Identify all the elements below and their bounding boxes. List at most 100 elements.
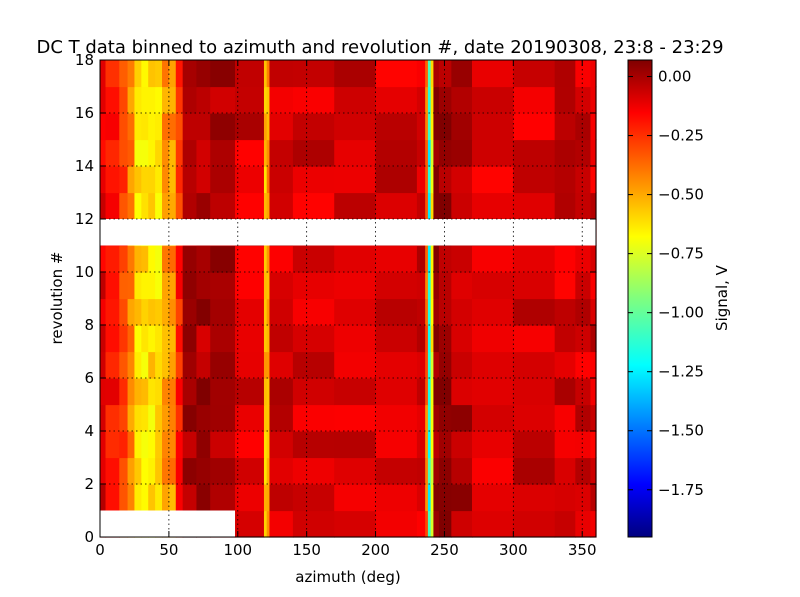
heatmap-cell <box>513 431 556 459</box>
heatmap-cell <box>196 166 211 194</box>
heatmap-cell <box>472 404 514 432</box>
heatmap-cell <box>263 351 268 379</box>
heatmap-cell <box>451 166 473 194</box>
heatmap-cell <box>334 510 377 538</box>
heatmap-cell <box>105 192 120 220</box>
heatmap-cell <box>266 325 271 353</box>
heatmap-cell <box>168 139 177 167</box>
heatmap-cell <box>416 86 426 114</box>
heatmap-cell <box>168 457 177 485</box>
heatmap-cell <box>292 457 335 485</box>
x-tick-label: 0 <box>95 541 105 559</box>
heatmap-cell <box>513 60 556 88</box>
heatmap-cell <box>235 86 265 114</box>
heatmap-cell <box>134 60 142 88</box>
heatmap-cell <box>127 325 136 353</box>
heatmap-cell <box>266 166 271 194</box>
heatmap-cell <box>235 139 265 167</box>
heatmap-cell <box>433 166 440 194</box>
heatmap-cell <box>155 245 163 273</box>
heatmap-cell <box>575 351 592 379</box>
heatmap-cell <box>134 431 142 459</box>
heatmap-cell <box>416 113 426 141</box>
heatmap-cell <box>513 404 556 432</box>
heatmap-cell <box>148 60 156 88</box>
heatmap-cell <box>155 298 163 326</box>
heatmap-cell <box>575 113 592 141</box>
x-tick-label: 100 <box>223 541 252 559</box>
heatmap-cell <box>438 245 452 273</box>
heatmap-cell <box>263 139 268 167</box>
grid-lines <box>99 59 596 538</box>
heatmap-cell <box>425 431 429 459</box>
heatmap-cell <box>196 60 211 88</box>
heatmap-cell <box>168 166 177 194</box>
heatmap-cell <box>100 86 107 114</box>
heatmap-cell <box>269 86 294 114</box>
heatmap-cell <box>425 378 429 406</box>
heatmap-cell <box>575 86 592 114</box>
heatmap-cell <box>266 404 271 432</box>
heatmap-cell <box>472 192 514 220</box>
heatmap-cell <box>269 60 294 88</box>
heatmap-cell <box>430 86 435 114</box>
heatmap-cell <box>148 404 156 432</box>
heatmap-cell <box>292 86 335 114</box>
heatmap-cell <box>334 139 377 167</box>
heatmap-cell <box>451 60 473 88</box>
heatmap-cell <box>269 139 294 167</box>
heatmap-cell <box>105 272 120 300</box>
heatmap-cell <box>127 113 136 141</box>
heatmap-cell <box>430 484 435 512</box>
heatmap-cell <box>134 139 142 167</box>
heatmap-cell <box>263 378 268 406</box>
colorbar <box>627 59 653 538</box>
heatmap-cell <box>266 245 271 273</box>
heatmap-cell <box>141 431 149 459</box>
heatmap-cell <box>430 510 435 538</box>
heatmap-cell <box>433 325 440 353</box>
heatmap-cell <box>148 272 156 300</box>
heatmap-cell <box>141 60 149 88</box>
heatmap-cell <box>292 139 335 167</box>
heatmap-cell <box>269 404 294 432</box>
heatmap-cell <box>155 86 163 114</box>
heatmap-cell <box>430 325 435 353</box>
heatmap-cell <box>168 192 177 220</box>
heatmap-cell <box>375 378 418 406</box>
heatmap-cell <box>513 510 556 538</box>
heatmap-cell <box>263 510 268 538</box>
heatmap-cell <box>575 378 592 406</box>
heatmap-cell <box>168 484 177 512</box>
heatmap-cell <box>100 484 107 512</box>
heatmap-cell <box>292 113 335 141</box>
heatmap-cell <box>590 272 597 300</box>
heatmap-cell <box>155 431 163 459</box>
heatmap-cell <box>375 139 418 167</box>
heatmap-cell <box>427 245 432 273</box>
heatmap-cell <box>148 245 156 273</box>
heatmap-cell <box>119 192 129 220</box>
heatmap-cell <box>472 245 514 273</box>
heatmap-cell <box>554 484 576 512</box>
heatmap-cell <box>235 378 265 406</box>
heatmap-cell <box>430 431 435 459</box>
heatmap-cell <box>433 378 440 406</box>
y-tick-label: 12 <box>75 210 94 228</box>
heatmap-cell <box>210 272 236 300</box>
heatmap-cell <box>210 245 236 273</box>
heatmap-cell <box>269 510 294 538</box>
heatmap-cell <box>451 245 473 273</box>
heatmap-cell <box>472 457 514 485</box>
heatmap-cell <box>433 510 440 538</box>
heatmap-cell <box>196 457 211 485</box>
heatmap-cell <box>451 351 473 379</box>
heatmap-cell <box>119 113 129 141</box>
heatmap-cell <box>235 298 265 326</box>
heatmap-cell <box>127 245 136 273</box>
heatmap-cell <box>155 404 163 432</box>
heatmap-cell <box>134 86 142 114</box>
heatmap-cell <box>416 192 426 220</box>
heatmap-cell <box>235 113 265 141</box>
heatmap-cell <box>430 60 435 88</box>
